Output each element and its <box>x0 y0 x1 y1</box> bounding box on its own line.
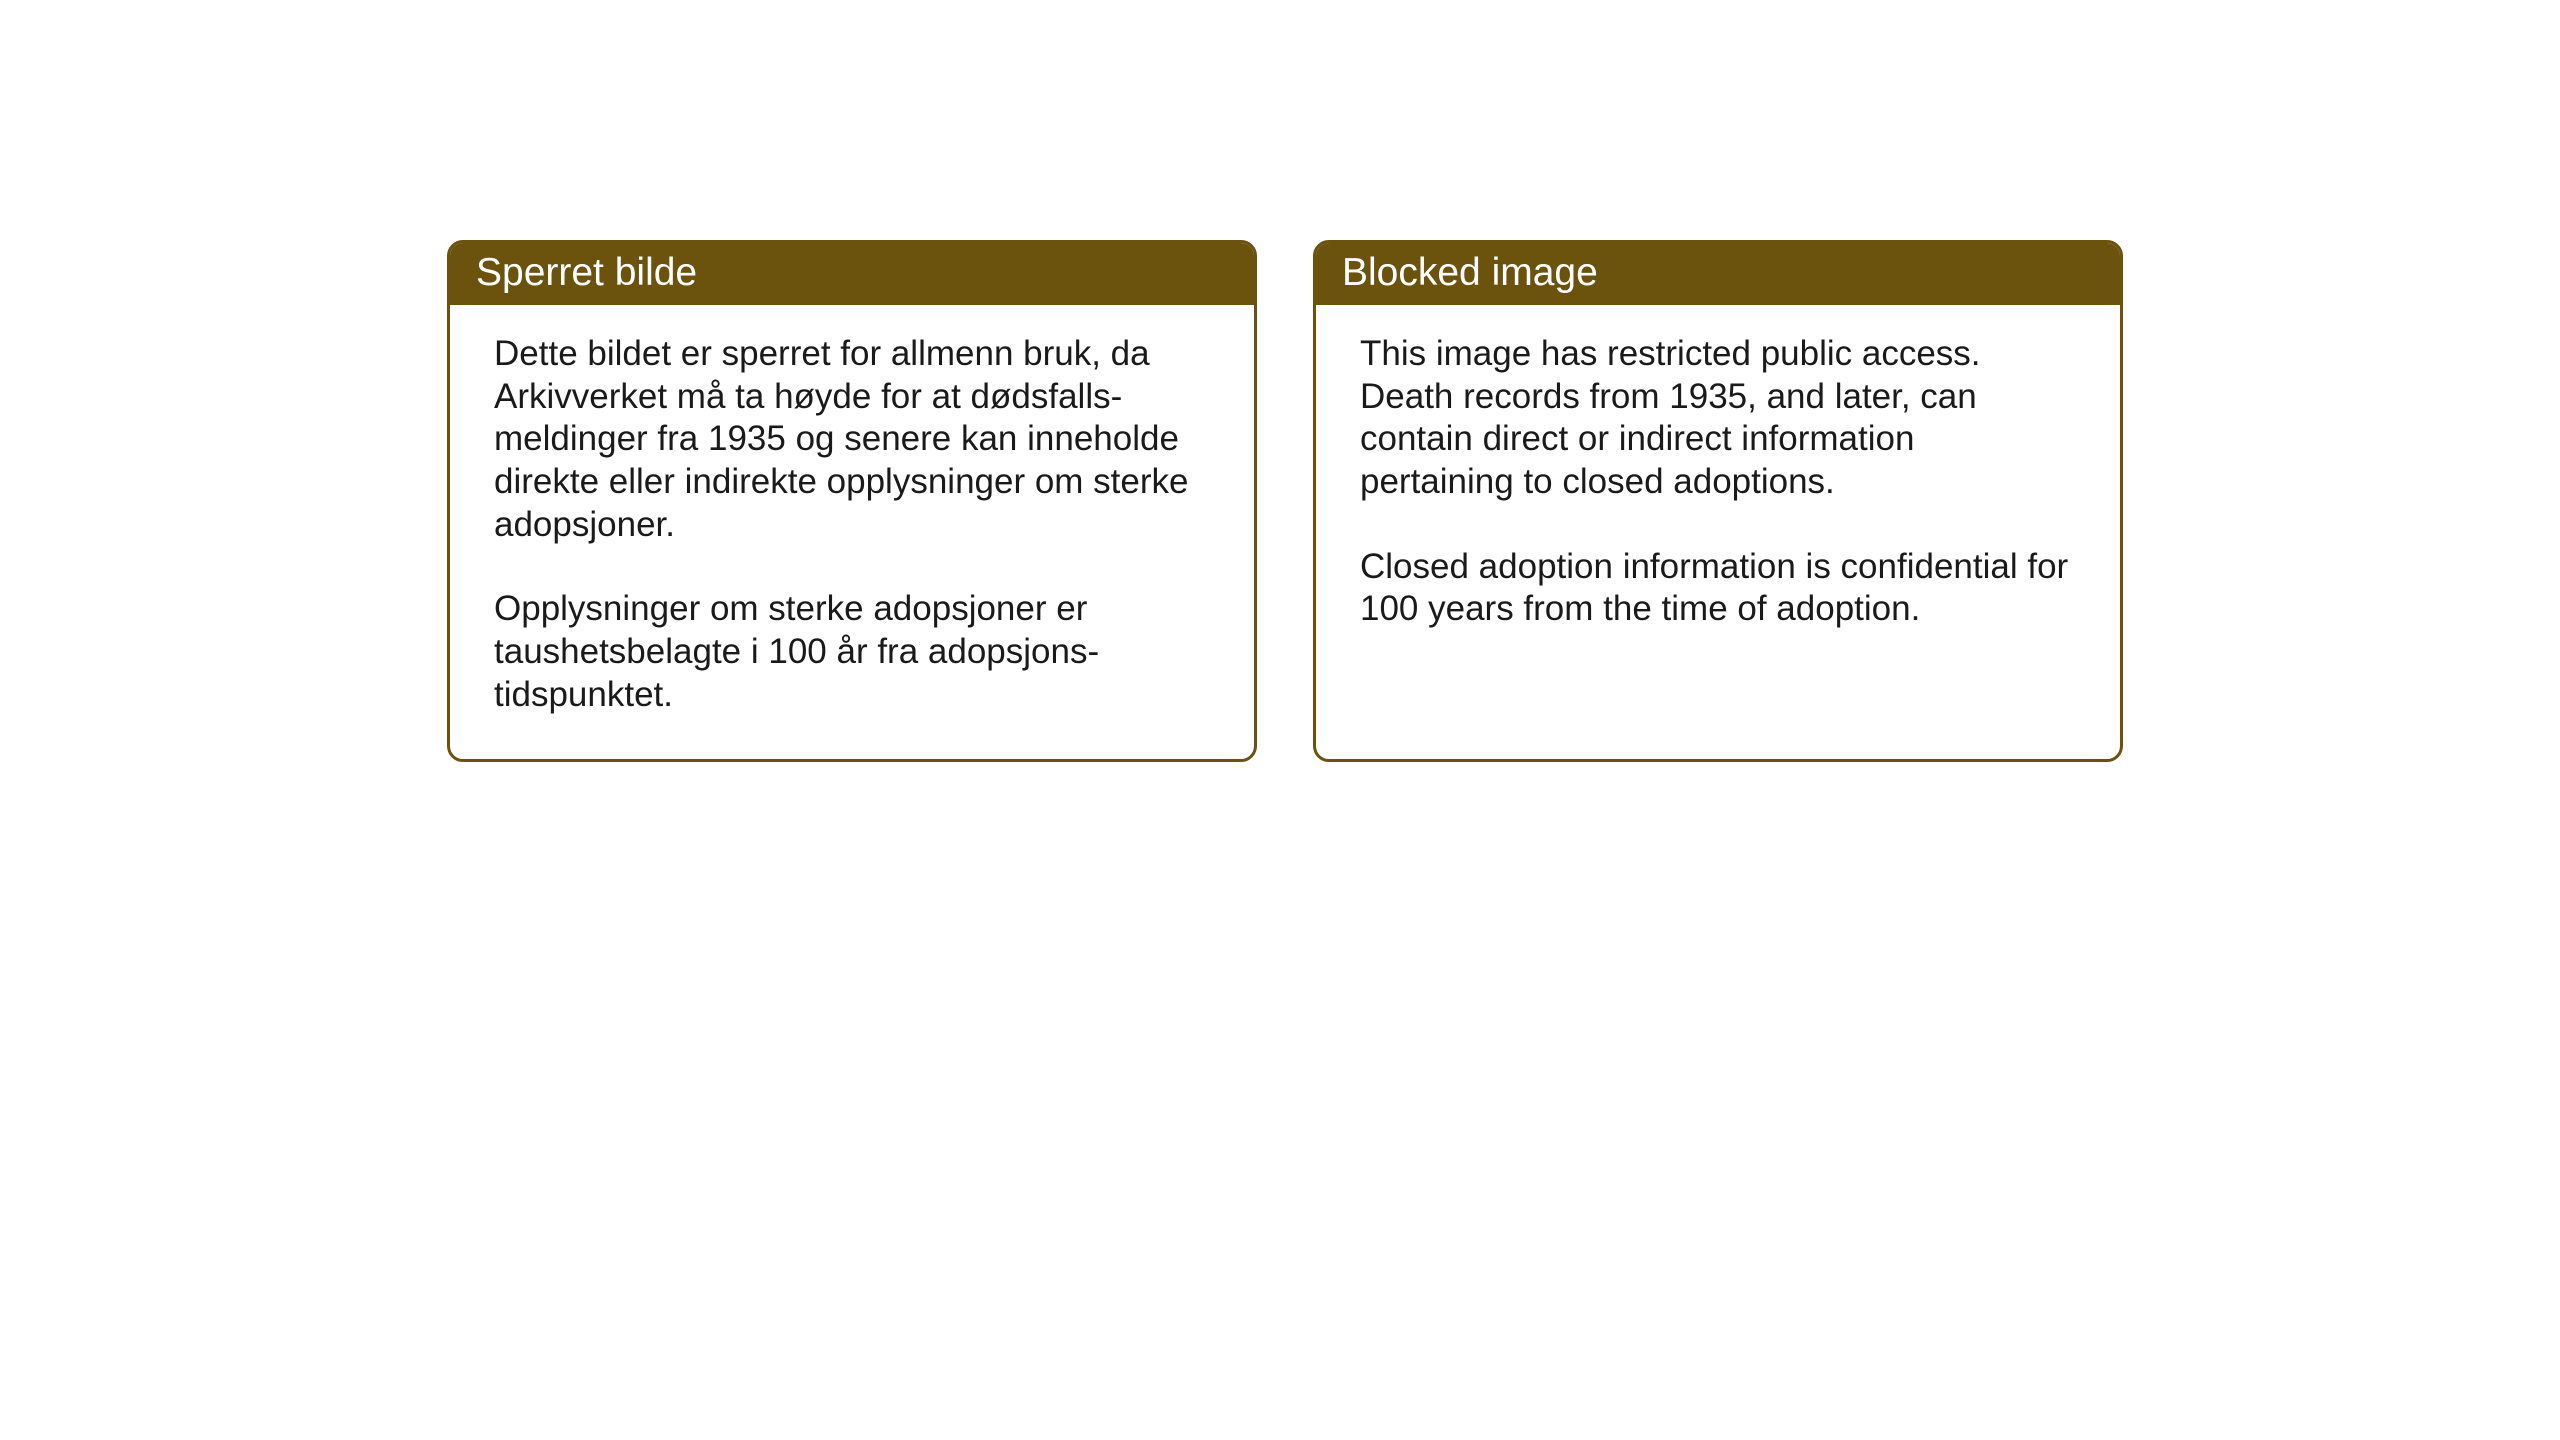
notice-container: Sperret bilde Dette bildet er sperret fo… <box>447 240 2123 762</box>
card-body-norwegian: Dette bildet er sperret for allmenn bruk… <box>450 305 1254 759</box>
card-paragraph-english-1: This image has restricted public access.… <box>1360 333 2076 504</box>
card-paragraph-norwegian-1: Dette bildet er sperret for allmenn bruk… <box>494 333 1210 546</box>
card-body-english: This image has restricted public access.… <box>1316 305 2120 673</box>
notice-card-norwegian: Sperret bilde Dette bildet er sperret fo… <box>447 240 1257 762</box>
card-paragraph-english-2: Closed adoption information is confident… <box>1360 546 2076 631</box>
card-title-english: Blocked image <box>1342 251 1598 294</box>
card-title-norwegian: Sperret bilde <box>476 251 697 294</box>
card-header-norwegian: Sperret bilde <box>450 243 1254 305</box>
card-paragraph-norwegian-2: Opplysninger om sterke adopsjoner er tau… <box>494 588 1210 716</box>
card-header-english: Blocked image <box>1316 243 2120 305</box>
notice-card-english: Blocked image This image has restricted … <box>1313 240 2123 762</box>
